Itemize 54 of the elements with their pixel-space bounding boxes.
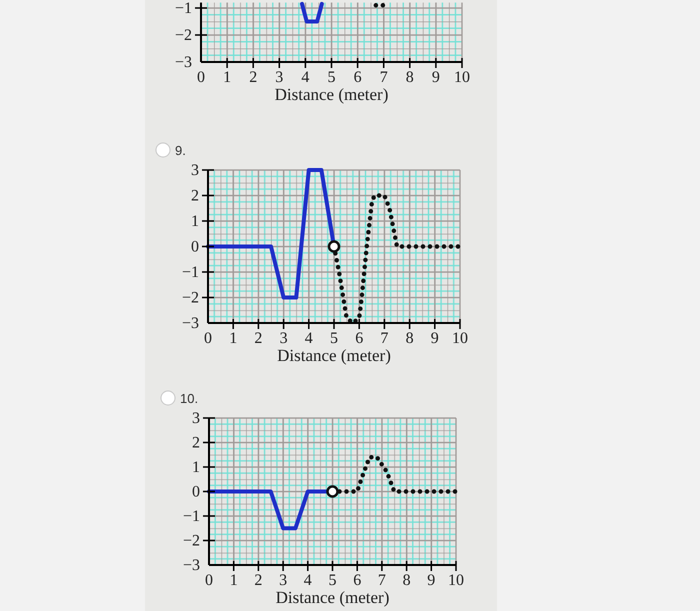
x-tick-label: 1 [229, 330, 238, 347]
x-tick-label: 4 [304, 572, 312, 589]
x-tick-label: 2 [249, 69, 258, 86]
y-tick-label: 1 [192, 459, 200, 476]
x-tick-label: 3 [275, 69, 284, 86]
y-tick-label: 0 [191, 238, 199, 256]
chart-title: 10. [180, 391, 198, 406]
x-tick-label: 6 [355, 330, 364, 347]
x-tick-label: 2 [254, 330, 262, 347]
x-tick-label: 8 [406, 330, 414, 347]
x-tick-label: 9 [427, 572, 436, 589]
x-axis-title: Distance (meter) [274, 85, 388, 104]
x-tick-label: 7 [380, 330, 388, 347]
x-axis-title: Distance (meter) [277, 346, 391, 365]
x-tick-label: 5 [328, 572, 336, 589]
x-axis-title: Distance (meter) [276, 588, 390, 607]
x-tick-label: 7 [380, 69, 388, 86]
x-tick-label: 8 [402, 572, 411, 589]
x-tick-label: 1 [223, 69, 232, 86]
x-tick-label: 8 [406, 69, 414, 86]
y-tick-label: −2 [182, 532, 200, 550]
y-tick-label: 3 [191, 162, 199, 179]
y-tick-label: 2 [191, 188, 199, 204]
y-tick-label: −2 [174, 27, 192, 44]
y-tick-label: −1 [174, 0, 192, 17]
y-tick-label: −3 [182, 557, 200, 574]
y-tick-label: 3 [192, 410, 200, 427]
x-tick-label: 2 [254, 572, 262, 589]
x-tick-label: 3 [280, 330, 288, 347]
y-tick-label: 1 [191, 213, 199, 230]
x-tick-label: 0 [204, 330, 212, 347]
y-tick-label: −3 [174, 54, 192, 71]
x-tick-label: 9 [432, 69, 440, 86]
y-tick-label: −1 [182, 264, 199, 281]
y-tick-label: −2 [182, 290, 199, 306]
x-tick-label: 10 [452, 330, 468, 347]
x-tick-label: 4 [301, 69, 310, 86]
y-tick-label: −1 [182, 508, 200, 525]
y-tick-label: 2 [192, 434, 200, 452]
x-tick-label: 0 [205, 572, 213, 589]
chart-title: 9. [175, 143, 186, 158]
x-tick-label: 9 [430, 330, 439, 347]
y-tick-label: 0 [192, 484, 200, 500]
x-tick-label: 7 [378, 572, 386, 589]
x-tick-label: 6 [354, 69, 362, 86]
x-tick-label: 5 [328, 69, 336, 86]
x-tick-label: 1 [230, 572, 238, 589]
y-tick-label: −3 [182, 315, 199, 332]
x-tick-label: 6 [353, 572, 362, 589]
x-tick-label: 10 [448, 572, 464, 589]
x-tick-label: 4 [304, 330, 313, 347]
x-tick-label: 3 [279, 572, 288, 589]
x-tick-label: 10 [454, 69, 470, 86]
x-tick-label: 5 [330, 330, 338, 347]
